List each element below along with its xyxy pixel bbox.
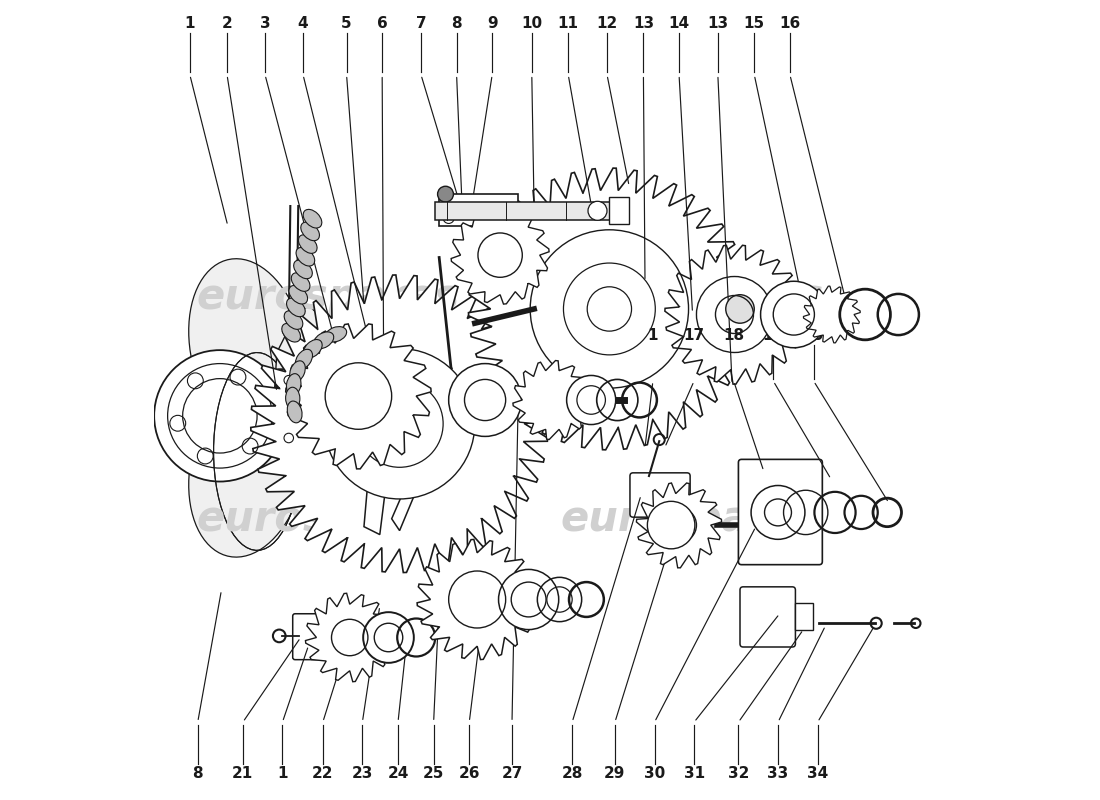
Text: 1: 1 (185, 16, 195, 31)
Circle shape (363, 612, 414, 663)
Text: 28: 28 (561, 766, 583, 781)
Ellipse shape (287, 401, 303, 423)
Ellipse shape (304, 210, 322, 228)
Text: 7: 7 (416, 16, 427, 31)
Polygon shape (513, 361, 592, 439)
Polygon shape (286, 324, 431, 469)
Ellipse shape (282, 323, 300, 342)
Ellipse shape (286, 374, 301, 396)
Text: 8: 8 (192, 766, 204, 781)
Circle shape (438, 186, 453, 202)
Text: 3: 3 (260, 16, 271, 31)
Ellipse shape (300, 222, 319, 241)
Ellipse shape (298, 234, 317, 254)
Text: 4: 4 (298, 16, 308, 31)
Ellipse shape (292, 273, 310, 291)
Ellipse shape (304, 339, 322, 358)
Polygon shape (637, 483, 722, 568)
Text: 18: 18 (723, 328, 745, 343)
Ellipse shape (314, 332, 333, 349)
Ellipse shape (284, 310, 302, 330)
Text: 22: 22 (312, 766, 333, 781)
Polygon shape (189, 258, 307, 438)
Text: 20: 20 (803, 328, 824, 343)
Ellipse shape (289, 361, 306, 382)
Polygon shape (364, 432, 392, 534)
Ellipse shape (289, 286, 308, 304)
Bar (795, 602, 813, 630)
Polygon shape (392, 428, 439, 530)
Text: 8: 8 (451, 16, 462, 31)
Polygon shape (189, 378, 307, 557)
Text: 5: 5 (341, 16, 352, 31)
Text: 23: 23 (352, 766, 373, 781)
Polygon shape (439, 194, 518, 226)
Polygon shape (451, 206, 549, 304)
Polygon shape (664, 246, 804, 384)
Ellipse shape (326, 326, 346, 342)
FancyBboxPatch shape (738, 459, 823, 565)
Bar (609, 198, 629, 224)
FancyBboxPatch shape (276, 369, 317, 450)
Bar (318, 406, 328, 424)
Circle shape (588, 202, 607, 220)
Text: 29: 29 (604, 766, 626, 781)
Polygon shape (306, 594, 394, 682)
Text: eurospares: eurospares (197, 276, 460, 318)
Text: 6: 6 (377, 16, 387, 31)
Polygon shape (803, 286, 860, 343)
Ellipse shape (286, 387, 300, 410)
Ellipse shape (296, 247, 315, 266)
Text: 32: 32 (728, 766, 749, 781)
Ellipse shape (287, 298, 305, 317)
Polygon shape (251, 275, 549, 573)
FancyBboxPatch shape (293, 614, 329, 660)
Text: 11: 11 (558, 16, 579, 31)
Text: 19: 19 (762, 328, 784, 343)
Circle shape (498, 570, 559, 630)
Text: 1: 1 (648, 328, 658, 343)
Text: 9: 9 (487, 16, 497, 31)
Text: 14: 14 (669, 16, 690, 31)
Polygon shape (273, 305, 332, 471)
Circle shape (760, 282, 827, 348)
Text: 25: 25 (422, 766, 444, 781)
Circle shape (154, 350, 286, 482)
Text: 13: 13 (707, 16, 728, 31)
FancyBboxPatch shape (630, 473, 690, 517)
Text: 12: 12 (596, 16, 617, 31)
Text: 30: 30 (644, 766, 666, 781)
Text: 13: 13 (632, 16, 654, 31)
Text: 27: 27 (502, 766, 522, 781)
Text: eurospares: eurospares (197, 498, 460, 540)
Bar (436, 202, 617, 219)
Text: 34: 34 (807, 766, 828, 781)
Text: 26: 26 (459, 766, 480, 781)
Text: 1: 1 (277, 766, 288, 781)
Circle shape (726, 294, 755, 323)
FancyBboxPatch shape (740, 587, 795, 647)
Text: 17: 17 (683, 328, 705, 343)
Ellipse shape (296, 350, 312, 370)
Text: 10: 10 (521, 16, 542, 31)
Circle shape (566, 375, 616, 425)
Text: 21: 21 (232, 766, 253, 781)
Text: 24: 24 (387, 766, 409, 781)
Text: 16: 16 (779, 16, 801, 31)
Circle shape (324, 349, 475, 499)
Polygon shape (417, 539, 537, 659)
Text: eurospares: eurospares (561, 276, 824, 318)
Ellipse shape (294, 260, 312, 278)
Text: eurospares: eurospares (561, 498, 824, 540)
Text: 31: 31 (683, 766, 705, 781)
Circle shape (648, 502, 695, 549)
Text: 2: 2 (221, 16, 232, 31)
Text: 33: 33 (768, 766, 789, 781)
Polygon shape (469, 168, 750, 450)
Text: 15: 15 (744, 16, 764, 31)
Circle shape (449, 363, 521, 437)
